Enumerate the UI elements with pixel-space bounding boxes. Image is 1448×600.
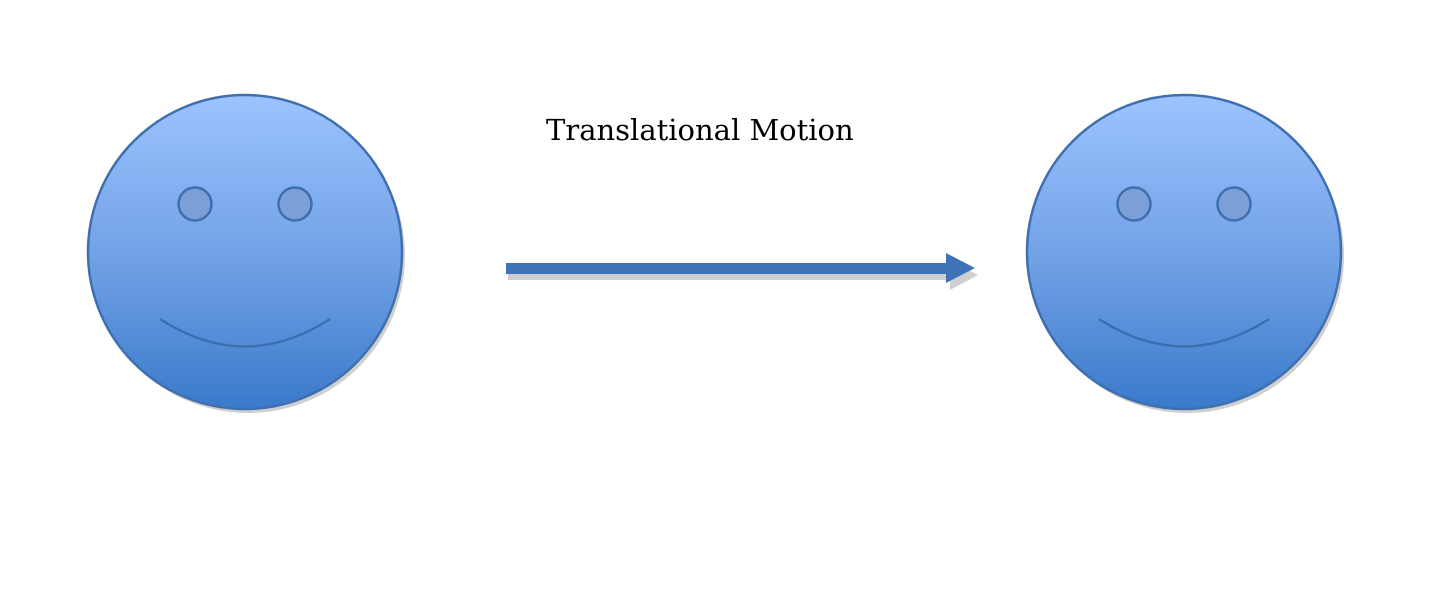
right-smiley-face bbox=[1025, 93, 1344, 413]
left-smiley-face bbox=[86, 93, 405, 413]
right-arrow-icon bbox=[506, 253, 975, 283]
right-face-left-eye bbox=[1116, 186, 1152, 222]
left-face-smile bbox=[159, 317, 331, 348]
left-face-right-eye bbox=[277, 186, 313, 222]
right-face bbox=[1025, 93, 1343, 411]
left-face bbox=[86, 93, 404, 411]
arrow-shadow bbox=[508, 260, 978, 290]
motion-arrow bbox=[506, 253, 978, 290]
right-face-right-eye bbox=[1216, 186, 1252, 222]
left-face-left-eye bbox=[177, 186, 213, 222]
right-face-smile bbox=[1098, 317, 1270, 348]
diagram-label: Translational Motion bbox=[546, 113, 854, 147]
